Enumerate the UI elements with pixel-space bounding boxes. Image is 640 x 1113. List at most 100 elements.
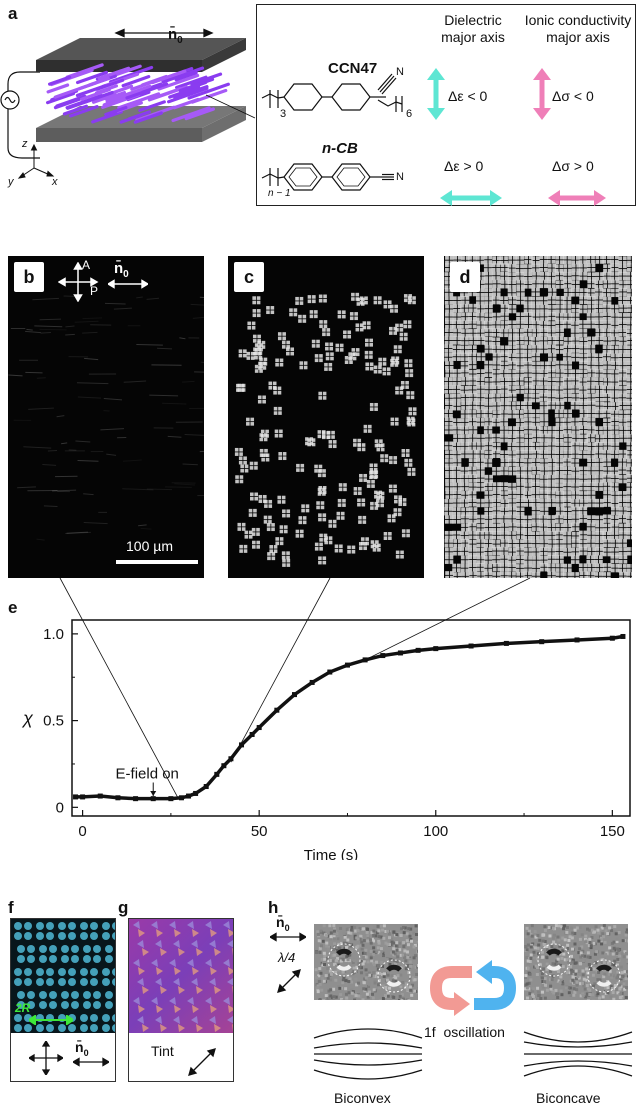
- x-tick-label: 150: [600, 823, 625, 840]
- axis-z-label: z: [22, 138, 28, 150]
- director-label-f: n̄0: [75, 1039, 89, 1058]
- data-point: [380, 653, 386, 659]
- lc-rods: [46, 63, 230, 124]
- data-point: [150, 796, 156, 802]
- ac-circuit: [0, 71, 40, 159]
- ccn47-sub-left: 3: [280, 108, 287, 120]
- data-point: [539, 639, 545, 645]
- micrograph-b-texture: [8, 295, 204, 545]
- micrograph-h-right: [524, 924, 628, 1000]
- ccn47-name: CCN47: [328, 60, 378, 77]
- x-axis-label: Time (s): [304, 847, 358, 860]
- data-point: [97, 793, 103, 799]
- molecule-structures: [261, 68, 606, 206]
- data-point: [291, 692, 297, 698]
- ccn47-structure: [261, 73, 403, 112]
- axes-triad: [17, 143, 55, 179]
- analyzer-label: A: [82, 258, 91, 272]
- y-tick-label: 0: [56, 799, 64, 816]
- panel-label-e: e: [8, 598, 18, 617]
- data-point: [133, 796, 139, 802]
- ccn47-dielectric-arrow: [427, 68, 445, 120]
- ccn47-sub-right: 6: [406, 108, 413, 120]
- micrograph-b: b A P n̄0 100 µm: [8, 256, 204, 578]
- data-point: [468, 643, 474, 649]
- micrograph-d: d: [444, 256, 632, 578]
- data-point: [168, 796, 174, 802]
- quarter-wave-label: λ/4: [278, 950, 296, 965]
- director-arrow-h: [270, 932, 306, 942]
- data-point: [574, 637, 580, 643]
- director-label-b: n̄0: [114, 260, 129, 280]
- micrograph-connector: [59, 577, 179, 798]
- micrograph-d-texture: [444, 256, 632, 578]
- data-point: [203, 784, 209, 790]
- tint-arrow-icon: [188, 1048, 216, 1076]
- ncb-ionic-arrow: [548, 190, 606, 206]
- x-tick-label: 50: [251, 823, 268, 840]
- micrograph-h-left: [314, 924, 418, 1000]
- micrograph-h-left-texture: [314, 924, 418, 1000]
- biconvex-label: Biconvex: [334, 1090, 391, 1106]
- biconvex-lens-diagram: [313, 1028, 423, 1080]
- data-point: [344, 662, 350, 668]
- y-tick-label: 1.0: [43, 626, 64, 643]
- x-tick-label: 100: [423, 823, 448, 840]
- data-point: [327, 669, 333, 675]
- ncb-ionic-text: Δσ > 0: [552, 158, 594, 174]
- panel-label-b: b: [14, 262, 44, 292]
- micrograph-h-right-texture: [524, 924, 628, 1000]
- data-point: [620, 633, 626, 639]
- data-point: [256, 725, 262, 731]
- panel-label-g: g: [118, 898, 129, 917]
- data-point: [186, 793, 192, 799]
- scale-bar: [116, 560, 198, 564]
- data-point: [239, 742, 245, 748]
- data-point: [397, 650, 403, 656]
- micrograph-f-texture: [14, 922, 115, 1032]
- data-point: [274, 707, 280, 713]
- micrograph-connector: [230, 577, 331, 763]
- scale-bar-label: 100 µm: [126, 538, 173, 554]
- axis-y-label: y: [8, 176, 14, 188]
- data-point: [178, 795, 184, 801]
- director-arrow-f: [73, 1057, 109, 1067]
- data-point: [249, 731, 255, 737]
- data-point: [221, 763, 227, 769]
- ncb-structure: [261, 163, 394, 191]
- x-tick-label: 0: [78, 823, 86, 840]
- oscillation-cycle-icon: [429, 960, 517, 1016]
- polarizer-label: P: [90, 284, 99, 298]
- ccn47-dielectric-text: Δε < 0: [448, 88, 488, 104]
- data-point: [115, 795, 121, 801]
- data-point: [80, 794, 86, 800]
- annotation-arrowhead: [150, 791, 157, 797]
- micrograph-connector: [364, 577, 531, 661]
- panel-label-d: d: [450, 262, 480, 292]
- data-point: [228, 756, 234, 762]
- data-point: [433, 646, 439, 652]
- data-point: [609, 635, 615, 641]
- chi-vs-time-chart: 0 50 100 150 0 0.5 1.0 Time (s) χ E-field on: [21, 577, 631, 860]
- director-label: n̄0: [168, 26, 183, 46]
- ccn47-nitrile-n: N: [396, 66, 404, 78]
- chart-frame: [71, 619, 631, 817]
- biconcave-label: Biconcave: [536, 1090, 601, 1106]
- col-dielectric-header: Dielectric major axis: [441, 12, 505, 45]
- director-arrow: [114, 28, 214, 38]
- data-point: [415, 647, 421, 653]
- y-axis-label: χ: [21, 708, 34, 728]
- oscillation-label: 1f oscillation: [424, 1024, 505, 1040]
- molecule-box: [256, 4, 636, 206]
- data-point: [73, 794, 79, 800]
- ncb-sub: n − 1: [268, 188, 291, 199]
- micrograph-g: Tint: [128, 918, 234, 1082]
- tint-label: Tint: [151, 1043, 174, 1059]
- y-tick-label: 0.5: [43, 713, 64, 730]
- label-2R: 2R: [15, 1001, 31, 1015]
- crossed-polarizers-icon: [29, 1041, 63, 1075]
- quarter-wave-arrow: [277, 969, 301, 993]
- panel-label-f: f: [8, 898, 14, 917]
- 2R-arrow: [29, 1015, 73, 1025]
- biconcave-lens-diagram: [523, 1031, 633, 1077]
